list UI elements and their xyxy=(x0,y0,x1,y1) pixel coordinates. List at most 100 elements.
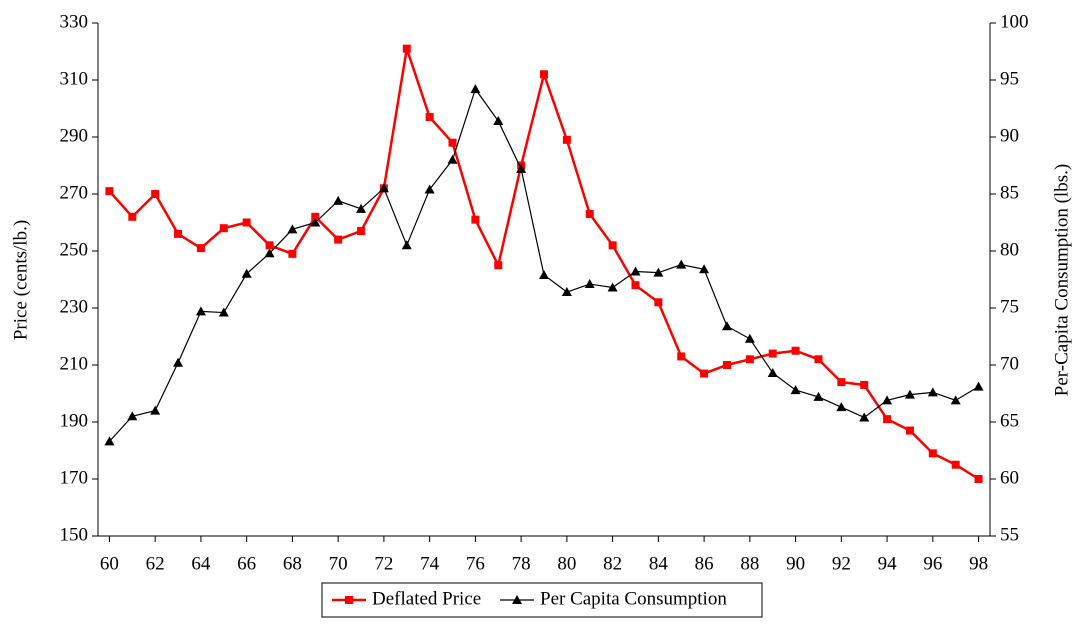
x-tick-label: 96 xyxy=(923,553,942,574)
x-tick-label: 60 xyxy=(100,553,119,574)
x-tick-label: 90 xyxy=(786,553,805,574)
y2-tick-label: 90 xyxy=(1000,125,1019,146)
marker xyxy=(401,240,412,250)
marker xyxy=(151,190,160,198)
marker xyxy=(539,269,549,279)
marker xyxy=(607,282,618,292)
marker xyxy=(540,70,548,79)
marker xyxy=(927,387,938,397)
marker xyxy=(767,367,778,377)
marker xyxy=(814,355,823,364)
marker xyxy=(265,241,274,250)
marker xyxy=(859,412,870,422)
marker xyxy=(700,369,709,378)
x-tick-label: 80 xyxy=(557,553,576,574)
marker xyxy=(790,385,801,395)
marker xyxy=(904,389,915,399)
marker xyxy=(494,261,503,270)
y-tick-label: 230 xyxy=(60,296,89,317)
marker xyxy=(974,475,983,483)
marker xyxy=(174,229,183,238)
marker xyxy=(512,595,522,604)
x-tick-label: 94 xyxy=(878,553,898,574)
marker xyxy=(882,395,893,405)
x-tick-label: 76 xyxy=(466,553,485,574)
series-line xyxy=(108,48,980,481)
marker xyxy=(310,217,321,227)
y2-tick-label: 80 xyxy=(1000,239,1019,260)
marker xyxy=(287,224,298,234)
legend-label: Per Capita Consumption xyxy=(540,588,727,609)
marker xyxy=(448,138,457,147)
y-tick-label: 270 xyxy=(60,182,89,203)
marker xyxy=(493,116,504,126)
y2-tick-label: 85 xyxy=(1000,182,1019,203)
y2-tick-label: 60 xyxy=(1000,467,1019,488)
marker xyxy=(883,415,892,424)
marker xyxy=(218,307,229,317)
legend-box xyxy=(321,582,763,618)
marker xyxy=(745,355,754,364)
marker xyxy=(173,357,184,367)
marker xyxy=(150,405,161,415)
x-tick-label: 72 xyxy=(374,553,393,574)
y-tick-label: 250 xyxy=(60,239,89,260)
legend-label: Deflated Price xyxy=(372,588,481,609)
marker xyxy=(905,426,914,435)
marker xyxy=(973,381,984,391)
marker xyxy=(631,281,640,290)
x-tick-label: 62 xyxy=(146,553,165,574)
x-tick-label: 64 xyxy=(191,553,211,574)
y2-tick-label: 70 xyxy=(1000,353,1019,374)
y-tick-label: 190 xyxy=(60,410,89,431)
marker xyxy=(311,212,320,221)
x-tick-label: 86 xyxy=(695,553,714,574)
marker xyxy=(584,279,595,289)
marker xyxy=(242,218,251,227)
marker xyxy=(768,349,777,358)
marker xyxy=(585,209,594,218)
x-tick-label: 82 xyxy=(603,553,622,574)
y2-tick-label: 55 xyxy=(1000,524,1019,545)
marker xyxy=(722,361,731,369)
y2-tick-label: 100 xyxy=(1000,11,1029,32)
marker xyxy=(471,215,480,224)
marker xyxy=(356,203,367,213)
x-tick-label: 88 xyxy=(740,553,759,574)
marker xyxy=(677,352,686,361)
marker xyxy=(424,184,435,194)
marker xyxy=(357,227,366,236)
marker xyxy=(516,163,527,173)
marker xyxy=(402,44,411,53)
marker xyxy=(470,84,481,94)
marker xyxy=(333,195,344,205)
marker xyxy=(699,264,710,274)
x-tick-label: 78 xyxy=(512,553,531,574)
marker xyxy=(425,113,434,122)
marker xyxy=(654,298,663,307)
marker xyxy=(334,235,343,244)
marker xyxy=(447,154,458,164)
marker xyxy=(127,411,138,421)
marker xyxy=(608,241,617,250)
marker xyxy=(676,259,687,269)
marker xyxy=(288,249,297,258)
marker xyxy=(241,268,252,278)
marker xyxy=(951,460,960,469)
x-tick-label: 68 xyxy=(283,553,302,574)
y2-tick-label: 75 xyxy=(1000,296,1019,317)
x-tick-label: 70 xyxy=(329,553,348,574)
x-tick-label: 74 xyxy=(420,553,440,574)
marker xyxy=(345,596,353,604)
x-tick-label: 84 xyxy=(649,553,669,574)
marker xyxy=(219,224,228,233)
marker xyxy=(837,378,846,387)
marker xyxy=(562,135,571,144)
marker xyxy=(128,212,137,221)
marker xyxy=(378,183,389,193)
y2-tick-label: 95 xyxy=(1000,68,1019,89)
marker xyxy=(860,380,869,389)
x-tick-label: 92 xyxy=(832,553,851,574)
